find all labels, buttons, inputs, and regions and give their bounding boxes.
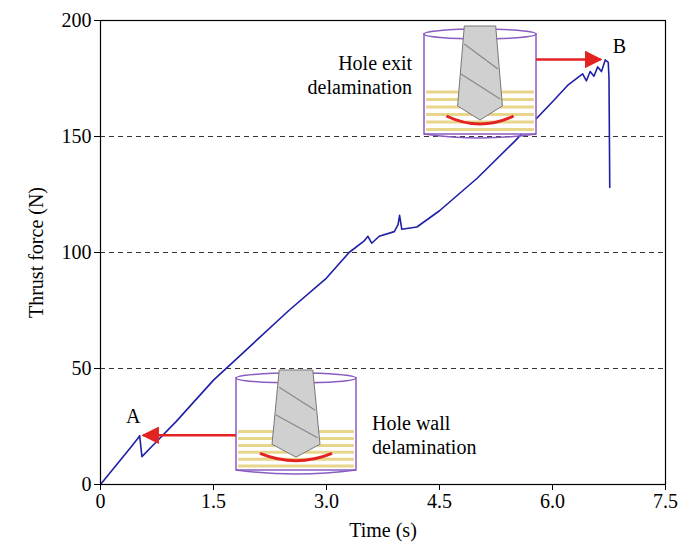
svg-text:50: 50	[72, 357, 92, 379]
svg-text:150: 150	[62, 125, 92, 147]
svg-text:0: 0	[96, 490, 106, 512]
svg-text:1.5: 1.5	[201, 490, 226, 512]
svg-text:100: 100	[62, 241, 92, 263]
svg-text:3.0: 3.0	[314, 490, 339, 512]
svg-text:Time (s): Time (s)	[349, 519, 417, 542]
svg-text:200: 200	[62, 9, 92, 31]
svg-text:7.5: 7.5	[653, 490, 678, 512]
svg-text:A: A	[126, 405, 141, 427]
svg-text:Thrust force (N): Thrust force (N)	[25, 187, 48, 318]
svg-text:B: B	[613, 35, 626, 57]
svg-text:6.0: 6.0	[540, 490, 565, 512]
svg-text:Hole exitdelamination: Hole exitdelamination	[308, 52, 413, 98]
svg-text:0: 0	[82, 473, 92, 495]
svg-text:4.5: 4.5	[427, 490, 452, 512]
svg-text:Hole walldelamination: Hole walldelamination	[372, 412, 476, 458]
